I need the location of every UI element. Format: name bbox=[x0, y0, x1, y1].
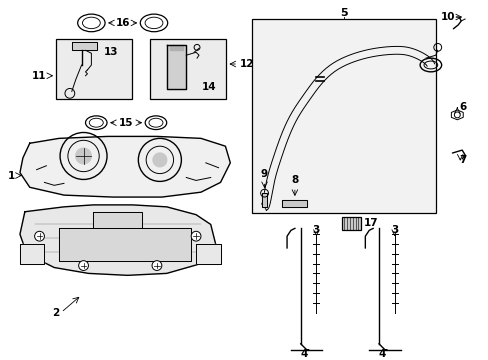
Polygon shape bbox=[20, 244, 44, 264]
Text: 5: 5 bbox=[339, 8, 347, 18]
Text: 13: 13 bbox=[103, 47, 118, 57]
Text: 10: 10 bbox=[440, 12, 454, 22]
Polygon shape bbox=[59, 228, 191, 261]
Text: 4: 4 bbox=[300, 348, 307, 359]
Polygon shape bbox=[93, 212, 142, 228]
FancyBboxPatch shape bbox=[341, 217, 361, 230]
Polygon shape bbox=[261, 193, 267, 207]
FancyBboxPatch shape bbox=[251, 19, 435, 213]
Text: 3: 3 bbox=[390, 225, 398, 235]
Polygon shape bbox=[166, 45, 186, 89]
Polygon shape bbox=[196, 244, 220, 264]
Text: 2: 2 bbox=[52, 307, 59, 318]
Circle shape bbox=[153, 153, 166, 167]
Text: 6: 6 bbox=[459, 102, 466, 112]
Text: 4: 4 bbox=[378, 348, 385, 359]
FancyBboxPatch shape bbox=[56, 39, 132, 99]
Polygon shape bbox=[20, 205, 215, 275]
Text: 14: 14 bbox=[201, 82, 216, 93]
FancyBboxPatch shape bbox=[150, 39, 226, 99]
Text: 7: 7 bbox=[459, 155, 466, 165]
Text: 15: 15 bbox=[118, 118, 133, 128]
Polygon shape bbox=[282, 200, 306, 207]
Polygon shape bbox=[169, 45, 183, 50]
Polygon shape bbox=[72, 42, 97, 50]
Text: 8: 8 bbox=[291, 175, 298, 185]
Text: 12: 12 bbox=[240, 59, 254, 69]
Polygon shape bbox=[20, 136, 230, 197]
Circle shape bbox=[152, 261, 162, 270]
Text: 9: 9 bbox=[261, 170, 267, 179]
Circle shape bbox=[191, 231, 201, 241]
Circle shape bbox=[35, 231, 44, 241]
Text: 11: 11 bbox=[32, 71, 46, 81]
Circle shape bbox=[76, 148, 91, 164]
Text: 1: 1 bbox=[8, 171, 15, 181]
Text: 3: 3 bbox=[312, 225, 319, 235]
Circle shape bbox=[79, 261, 88, 270]
Text: 16: 16 bbox=[115, 18, 130, 28]
Text: 17: 17 bbox=[363, 219, 377, 229]
